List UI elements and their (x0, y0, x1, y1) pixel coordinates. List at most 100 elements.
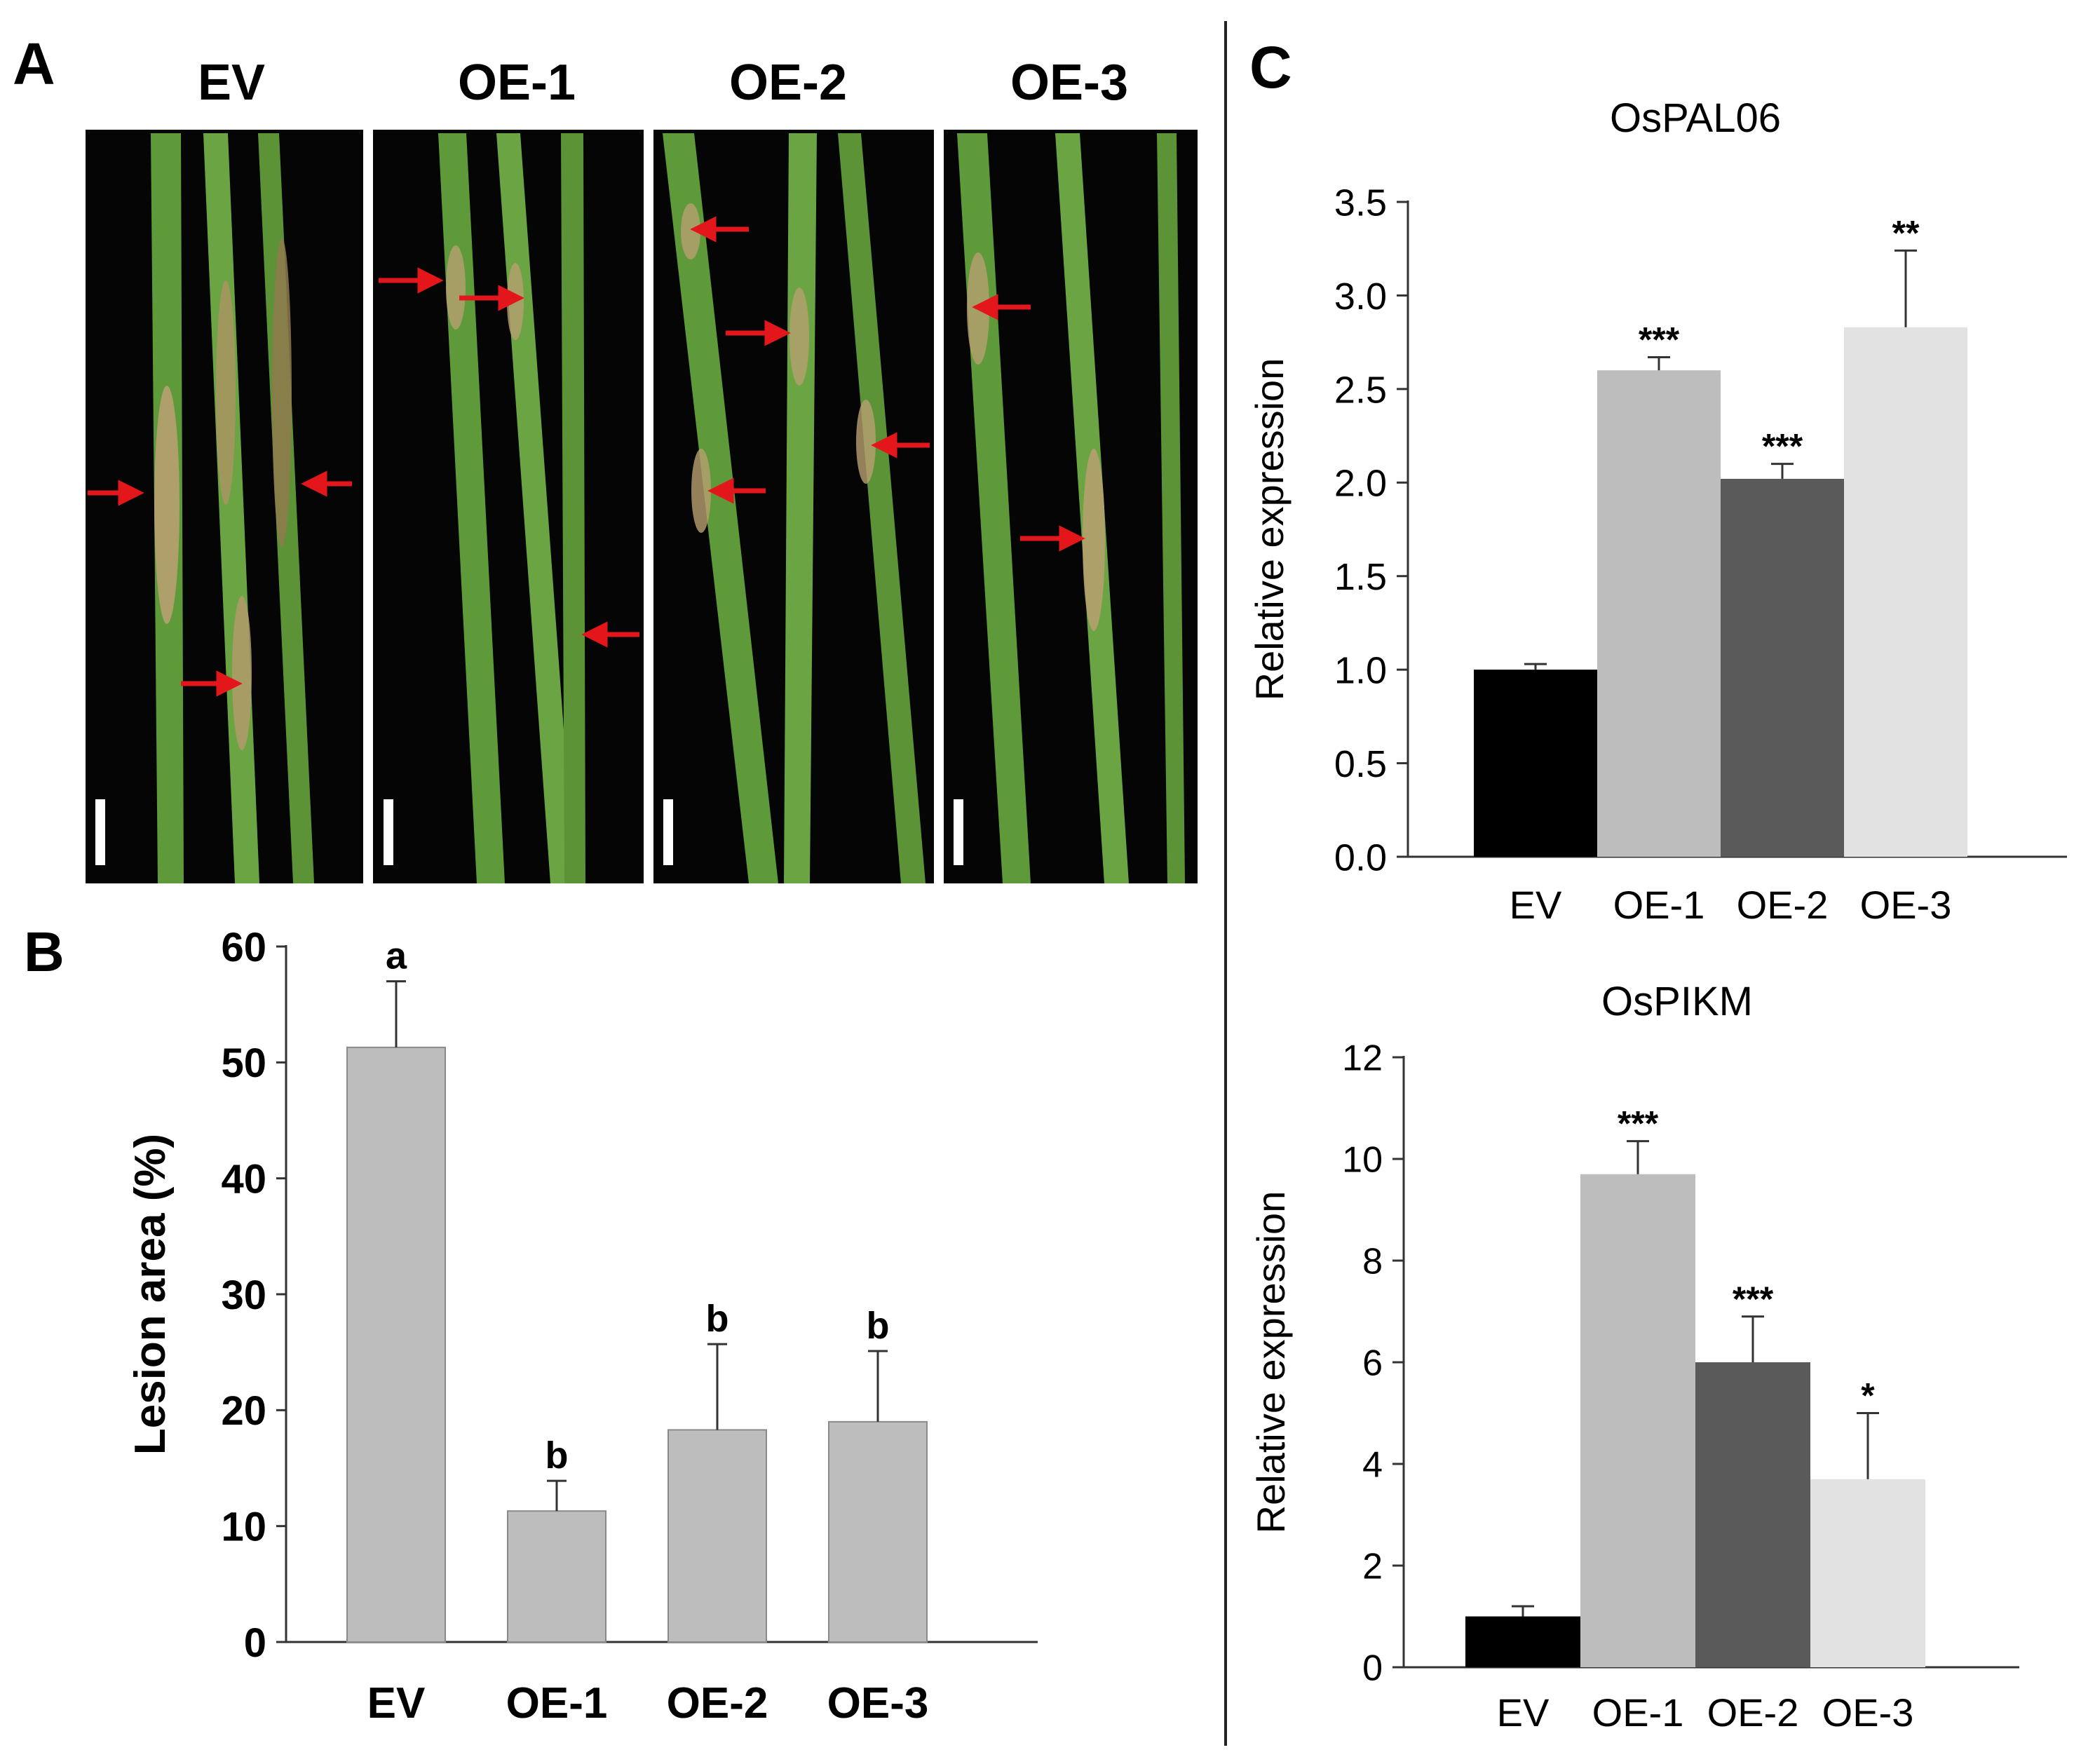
y-tick-label: 8 (1362, 1242, 1383, 1282)
y-axis-label: Lesion area (%) (126, 1134, 175, 1455)
leaf-photo-oe1 (373, 130, 644, 883)
column-label-ev: EV (198, 55, 265, 111)
arrow-right (181, 670, 243, 697)
y-tick-label: 2 (1362, 1547, 1383, 1587)
lesion (856, 400, 876, 484)
y-tick-label: 30 (221, 1273, 266, 1318)
significance-label: *** (1762, 427, 1803, 466)
x-tick-label: OE-1 (506, 1679, 608, 1728)
column-label-oe3: OE-3 (1010, 55, 1128, 111)
significance-label: b (545, 1434, 569, 1477)
x-tick-label: OE-3 (1860, 883, 1952, 927)
panel-a-label: A (13, 31, 55, 97)
y-tick-label: 4 (1362, 1445, 1383, 1486)
lesion (216, 280, 236, 505)
y-tick-label: 0 (244, 1620, 266, 1666)
lesion (681, 203, 700, 259)
bar (1695, 1362, 1810, 1667)
bar (1597, 370, 1721, 857)
leaf (838, 133, 926, 883)
lesion (691, 449, 711, 533)
leaf-photo-ev (86, 130, 363, 883)
x-tick-label: OE-3 (1822, 1690, 1914, 1735)
y-tick-label: 0 (1362, 1648, 1383, 1689)
lesion (1083, 449, 1105, 631)
panel-a-column-labels: EV OE-1 OE-2 OE-3 (198, 55, 1128, 111)
significance-label: a (386, 935, 407, 977)
y-tick-label: 12 (1342, 1038, 1383, 1079)
bar (507, 1510, 606, 1643)
x-tick-label: EV (1497, 1690, 1550, 1735)
ospal06-chart: OsPAL06 0.0 0.5 1.0 1.5 2.0 2.5 3.0 3.5 Relative … (1247, 95, 2067, 927)
ospikm-chart: OsPIKM 0 2 4 6 8 10 12 Relative expression EV *** O… (1249, 979, 2019, 1735)
arrow-left (707, 477, 766, 504)
y-tick-label: 10 (1342, 1140, 1383, 1181)
y-tick-label: 6 (1362, 1343, 1383, 1384)
y-tick-label: 0.0 (1334, 836, 1387, 878)
scale-bar (663, 799, 673, 865)
bar (828, 1420, 928, 1643)
arrow-right (459, 285, 524, 311)
lesion (789, 287, 809, 386)
leaf (663, 133, 778, 883)
x-tick-label: OE-2 (1707, 1690, 1799, 1735)
arrow-right (726, 320, 791, 346)
bar (1474, 670, 1597, 857)
significance-label: ** (1892, 213, 1920, 252)
lesion-arrows (88, 216, 1085, 697)
y-tick-label: 40 (221, 1157, 266, 1202)
lesion (446, 245, 466, 330)
scale-bar (384, 799, 393, 865)
significance-label: * (1861, 1376, 1875, 1416)
arrow-left (871, 432, 930, 459)
bar (1465, 1616, 1580, 1667)
y-tick-label: 10 (221, 1505, 266, 1550)
leaf-photo-oe2 (653, 130, 934, 883)
x-tick-label: EV (1510, 883, 1562, 927)
panel-b-label: B (24, 921, 65, 983)
x-tick-label: OE-2 (667, 1679, 768, 1728)
y-tick-label: 60 (221, 925, 266, 970)
y-tick-label: 20 (221, 1388, 266, 1434)
y-tick-label: 2.5 (1334, 369, 1387, 411)
y-tick-label: 1.0 (1334, 650, 1387, 692)
significance-label: *** (1733, 1280, 1774, 1319)
y-tick-label: 50 (221, 1040, 266, 1086)
y-tick-label: 0.5 (1334, 743, 1387, 785)
column-label-oe2: OE-2 (729, 55, 847, 111)
y-axis-label: Relative expression (1249, 1191, 1293, 1534)
lesion (272, 238, 292, 547)
x-tick-label: OE-1 (1613, 883, 1705, 927)
x-tick-label: OE-1 (1592, 1690, 1684, 1735)
y-tick-label: 3.0 (1334, 276, 1387, 318)
arrow-left (972, 294, 1031, 320)
y-axis-label: Relative expression (1247, 358, 1292, 701)
y-tick-label: 2.0 (1334, 463, 1387, 505)
arrow-left (301, 470, 352, 497)
arrow-right (379, 267, 444, 294)
column-label-oe1: OE-1 (458, 55, 576, 111)
significance-label: *** (1639, 320, 1680, 359)
arrow-right (1020, 525, 1085, 552)
x-tick-label: OE-3 (827, 1679, 929, 1728)
chart-title: OsPIKM (1601, 979, 1753, 1024)
significance-label: *** (1618, 1104, 1659, 1144)
lesion (232, 596, 252, 750)
significance-label: b (867, 1305, 890, 1347)
arrow-left (581, 621, 639, 648)
arrow-right (88, 480, 144, 506)
x-tick-label: OE-2 (1737, 883, 1829, 927)
leaf (561, 133, 585, 883)
leaf (1157, 133, 1185, 883)
scale-bar (954, 799, 963, 865)
bar (667, 1429, 767, 1643)
bar (1844, 327, 1967, 857)
y-tick-label: 1.5 (1334, 556, 1387, 598)
x-tick-label: EV (367, 1679, 426, 1728)
significance-label: b (706, 1298, 729, 1340)
lesion (154, 386, 179, 624)
arrow-left (690, 216, 749, 243)
bar (1721, 478, 1844, 857)
lesion-area-chart: 0 10 20 30 40 50 60 Lesion area (%) a EV b OE-1 b OE-… (126, 925, 1038, 1728)
